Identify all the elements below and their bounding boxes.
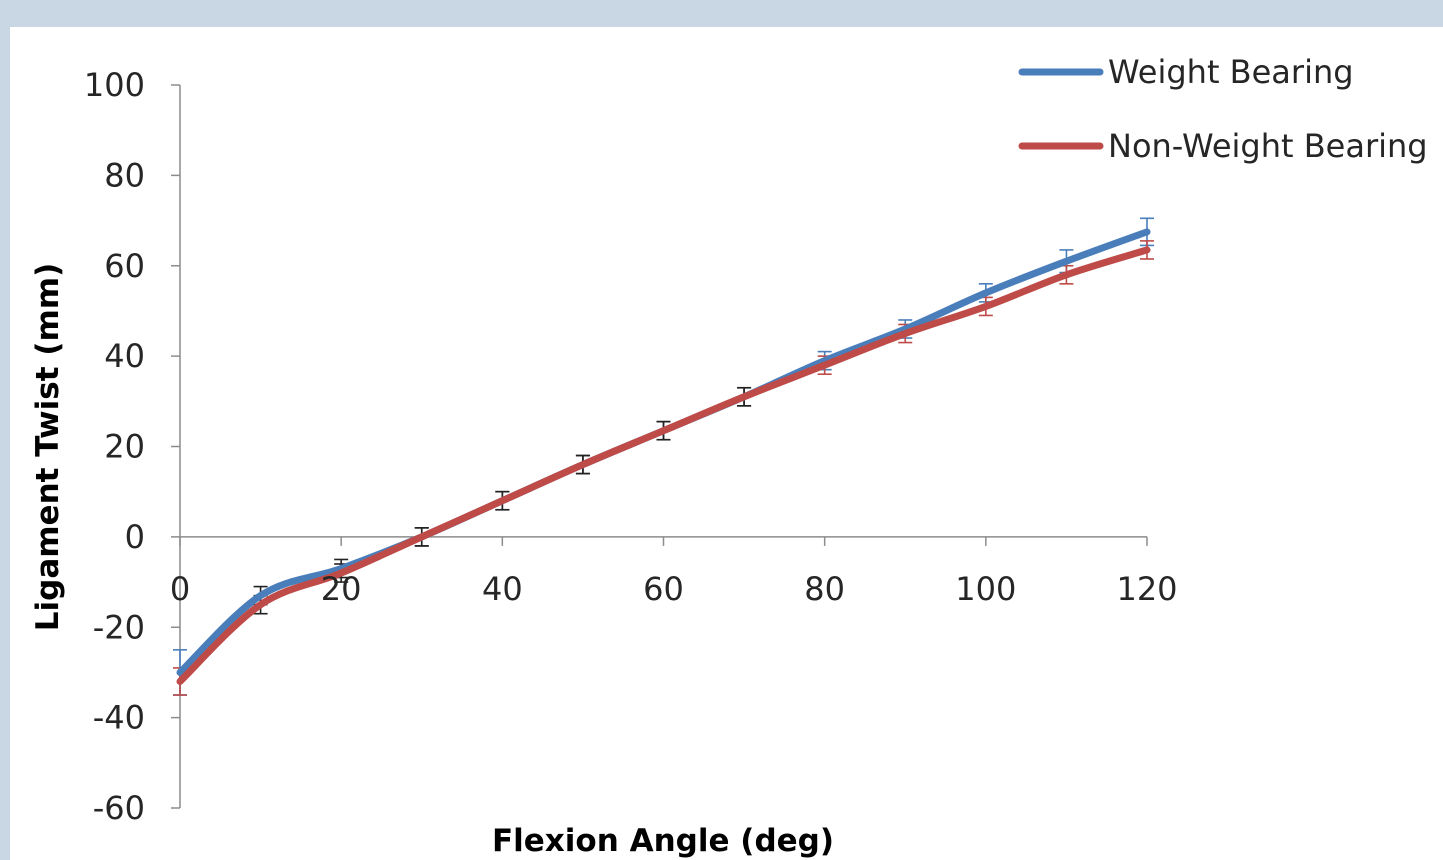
legend-label: Weight Bearing [1108,53,1354,91]
legend-label: Non-Weight Bearing [1108,127,1428,165]
y-tick-label: 40 [104,337,145,375]
legend-item-weight-bearing: Weight Bearing [1018,53,1354,91]
y-tick-label: 80 [104,156,145,194]
y-tick-label: 100 [84,66,145,104]
legend-item-non-weight-bearing: Non-Weight Bearing [1018,127,1428,165]
y-tick-label: -60 [93,789,145,827]
y-tick-label: -40 [93,699,145,737]
error-bars [173,217,1154,696]
x-tick-label: 80 [804,570,845,608]
y-tick-label: 20 [104,428,145,466]
x-tick-label: 100 [955,570,1016,608]
x-tick-label: 60 [643,570,684,608]
chart-axes [171,84,1148,809]
y-axis-title: Ligament Twist (mm) [30,263,66,632]
x-tick-label: 120 [1116,570,1177,608]
x-tick-label: 40 [482,570,523,608]
x-tick-label: 20 [321,570,362,608]
series-lines [176,228,1151,685]
y-tick-label: 60 [104,247,145,285]
tick-labels: 100 80 60 40 20 0 -20 -40 -60 0 20 40 60 80 100 120 [84,66,1178,827]
x-tick-label: 0 [170,570,190,608]
y-tick-label: -20 [93,608,145,646]
y-tick-label: 0 [125,518,145,556]
legend: Weight Bearing Non-Weight Bearing [1018,53,1428,165]
chart-panel [10,27,1443,860]
x-axis-title: Flexion Angle (deg) [492,823,834,859]
series-line-non-weight-bearing [176,246,1151,685]
